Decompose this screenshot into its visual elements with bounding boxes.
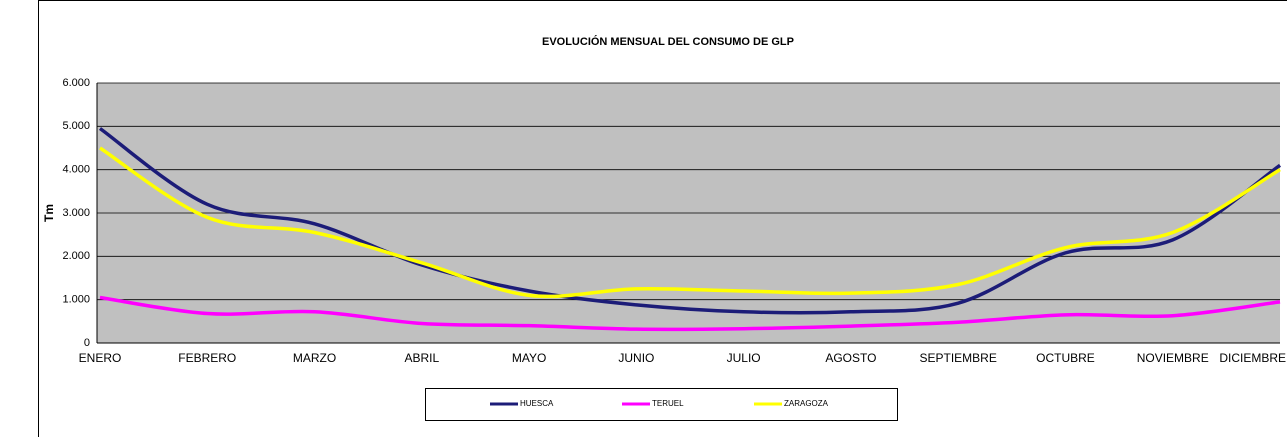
y-axis-label: Tm (42, 204, 56, 222)
x-tick-label: JUNIO (618, 351, 654, 365)
y-tick-label: 2.000 (62, 250, 90, 262)
x-tick-label: SEPTIEMBRE (920, 351, 997, 365)
y-tick-label: 5.000 (62, 120, 90, 132)
x-tick-label: OCTUBRE (1036, 351, 1095, 365)
x-tick-label: MAYO (512, 351, 546, 365)
y-tick-label: 1.000 (62, 294, 90, 306)
x-tick-label: AGOSTO (825, 351, 876, 365)
x-tick-label: DICIEMBRE (1219, 351, 1286, 365)
legend-label: HUESCA (520, 399, 554, 408)
x-tick-label: ENERO (79, 351, 122, 365)
chart-title: EVOLUCIÓN MENSUAL DEL CONSUMO DE GLP (542, 35, 794, 48)
x-tick-label: NOVIEMBRE (1137, 351, 1209, 365)
y-tick-label: 3.000 (62, 207, 90, 219)
y-tick-label: 4.000 (62, 164, 90, 176)
x-tick-label: MARZO (293, 351, 336, 365)
x-tick-label: FEBRERO (178, 351, 236, 365)
y-tick-label: 6.000 (62, 77, 90, 89)
x-tick-label: JULIO (727, 351, 761, 365)
legend-label: ZARAGOZA (784, 399, 829, 408)
y-tick-label: 0 (84, 337, 90, 349)
legend-label: TERUEL (652, 399, 684, 408)
x-tick-label: ABRIL (404, 351, 439, 365)
